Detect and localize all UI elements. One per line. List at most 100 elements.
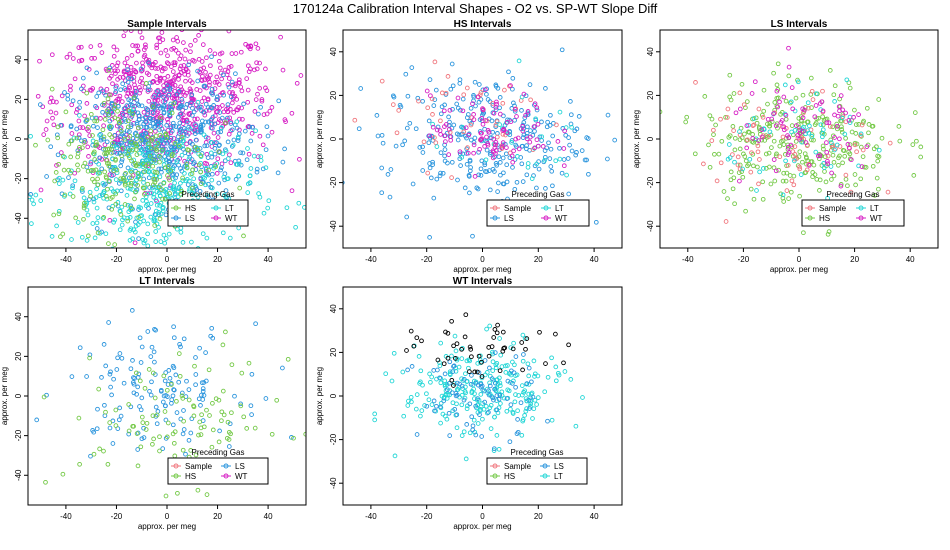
data-point — [101, 215, 107, 220]
data-point — [459, 433, 465, 438]
data-point — [203, 182, 208, 188]
chart-panel-0: Sample Intervals-40 -20 0 20 40-40-2002040ap… — [0, 19, 307, 274]
data-point — [451, 383, 456, 388]
data-point — [189, 191, 195, 197]
data-point — [223, 120, 228, 126]
data-point — [155, 80, 160, 86]
data-point — [96, 161, 102, 167]
data-point — [250, 124, 255, 130]
data-point — [125, 124, 131, 130]
data-point — [260, 166, 266, 172]
data-point — [143, 42, 148, 48]
data-point — [393, 143, 399, 149]
data-point — [568, 112, 574, 118]
data-point — [492, 145, 498, 150]
data-point — [130, 358, 135, 363]
data-point — [121, 380, 127, 386]
data-point — [101, 136, 106, 142]
data-point — [193, 122, 198, 128]
data-point — [784, 170, 790, 176]
data-point — [177, 66, 183, 72]
points-layer — [372, 312, 585, 467]
data-point — [176, 143, 182, 149]
data-point — [56, 161, 61, 167]
data-point — [847, 85, 853, 91]
data-point — [442, 413, 448, 419]
legend-label: LT — [870, 204, 879, 213]
data-point — [198, 127, 204, 133]
data-point — [158, 200, 164, 206]
data-point — [211, 130, 217, 136]
data-point — [379, 190, 385, 196]
data-point — [164, 122, 170, 128]
data-point — [163, 370, 169, 375]
data-point — [167, 85, 173, 91]
data-point — [820, 143, 826, 149]
data-point — [245, 181, 251, 187]
data-point — [496, 154, 502, 160]
data-point — [283, 119, 288, 124]
data-point — [163, 165, 168, 171]
data-point — [125, 165, 131, 171]
x-tick-label: 20 — [850, 255, 859, 264]
data-point — [165, 151, 170, 156]
data-point — [449, 353, 454, 359]
data-point — [56, 175, 62, 181]
data-point — [69, 102, 75, 108]
data-point — [179, 97, 185, 102]
data-point — [427, 77, 433, 82]
data-point — [219, 161, 225, 167]
data-point — [85, 212, 91, 218]
data-point — [118, 209, 123, 214]
data-point — [495, 322, 500, 328]
data-point — [146, 145, 151, 151]
data-point — [162, 240, 168, 246]
data-point — [168, 168, 174, 174]
data-point — [740, 174, 746, 180]
data-point — [801, 230, 806, 236]
data-point — [175, 115, 181, 120]
data-point — [751, 116, 757, 121]
y-tick-label: -40 — [14, 212, 23, 224]
data-point — [427, 235, 432, 240]
data-point — [238, 401, 243, 407]
data-point — [55, 152, 61, 158]
data-point — [750, 123, 756, 128]
data-point — [520, 367, 525, 373]
data-point — [206, 167, 211, 173]
data-point — [424, 403, 430, 409]
data-point — [122, 60, 128, 66]
data-point — [484, 91, 489, 97]
data-point — [755, 149, 761, 155]
data-point — [146, 87, 151, 93]
data-point — [170, 78, 175, 84]
data-point — [156, 35, 161, 41]
data-point — [207, 48, 213, 53]
data-point — [239, 88, 245, 94]
data-point — [205, 96, 211, 102]
data-point — [141, 425, 146, 431]
data-point — [480, 416, 485, 422]
data-point — [117, 227, 123, 233]
data-point — [811, 162, 817, 168]
data-point — [487, 187, 493, 193]
data-point — [478, 384, 484, 390]
data-point — [864, 144, 870, 149]
x-tick-label: -40 — [365, 512, 377, 521]
data-point — [203, 101, 209, 107]
data-point — [788, 189, 794, 195]
legend-marker — [542, 473, 548, 479]
data-point — [754, 188, 759, 193]
data-point — [96, 386, 102, 392]
data-point — [820, 122, 826, 128]
y-tick-label: -40 — [329, 477, 338, 489]
data-point — [509, 368, 514, 374]
data-point — [493, 107, 499, 113]
data-point — [841, 148, 847, 154]
legend-label: HS — [185, 204, 196, 213]
data-point — [132, 196, 137, 202]
data-point — [38, 198, 44, 203]
data-point — [143, 81, 149, 86]
legend-label: HS — [185, 472, 196, 481]
